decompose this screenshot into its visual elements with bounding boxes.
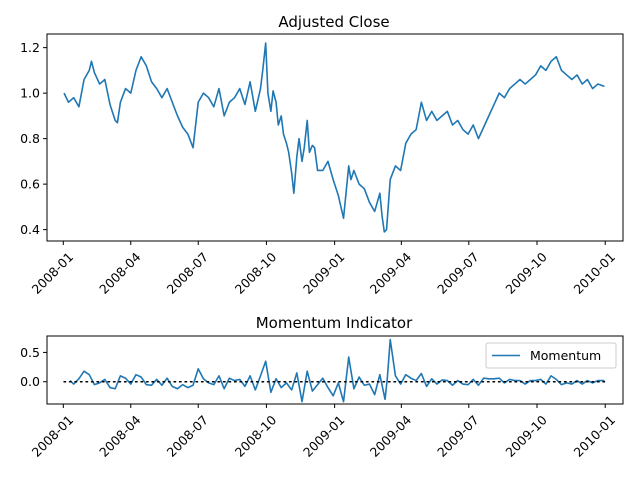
legend-label-momentum: Momentum [530, 348, 601, 363]
series-layer [63, 42, 605, 233]
y-tick-label: 0.5 [20, 345, 40, 360]
y-tick-label: 0.4 [20, 222, 40, 237]
series-line-adjusted-close [63, 42, 605, 233]
legend-box [485, 342, 617, 369]
y-tick-label: 0.0 [20, 374, 40, 389]
chart-title: Adjusted Close [278, 13, 389, 31]
y-tick-label: 1.0 [20, 86, 40, 101]
y-tick-label: 0.8 [20, 131, 40, 146]
y-tick-label: 1.2 [20, 40, 40, 55]
y-tick-label: 0.6 [20, 177, 40, 192]
legend: Momentum [485, 342, 617, 369]
series-layer [63, 338, 606, 403]
y-axis: 0.5 0.0 [20, 345, 47, 389]
y-axis: 0.4 0.6 0.8 1.0 1.2 [20, 40, 47, 237]
chart-title: Momentum Indicator [256, 314, 413, 332]
